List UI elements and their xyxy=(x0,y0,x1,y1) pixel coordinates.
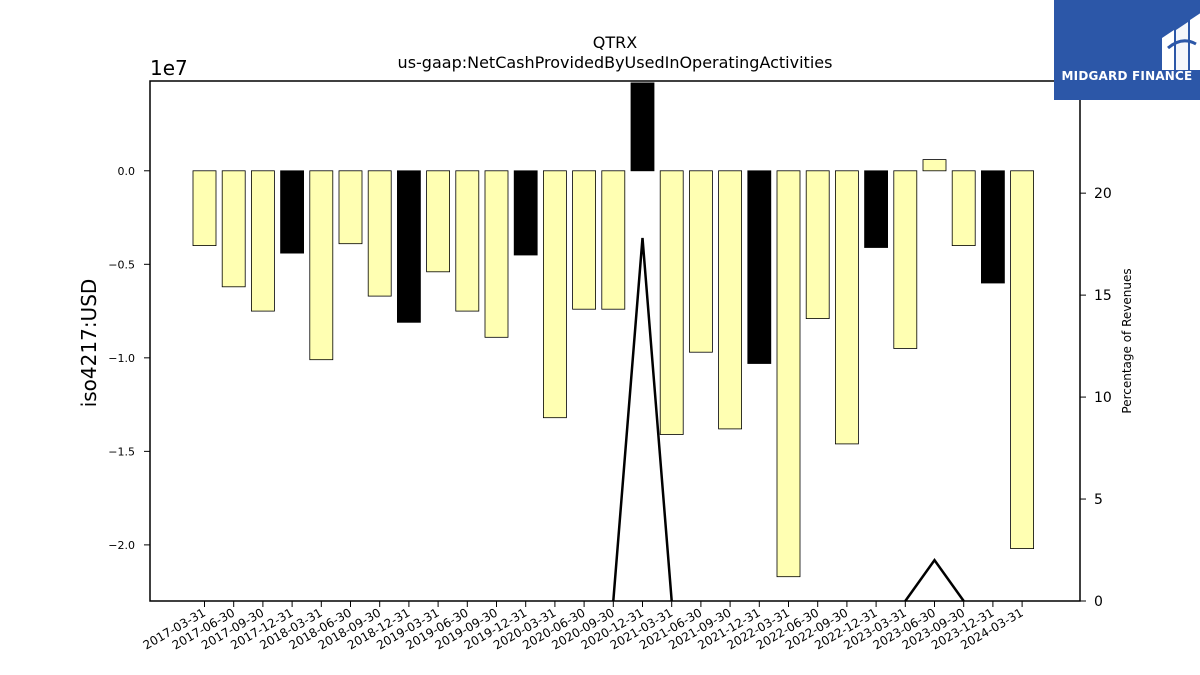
y2-tick-label: 15 xyxy=(1094,288,1112,304)
plot-frame xyxy=(149,80,1081,602)
midgard-finance-logo: MIDGARD FINANCE xyxy=(1054,0,1200,100)
bar-2020-03-31 xyxy=(543,170,567,419)
bar-2020-09-30 xyxy=(601,170,626,310)
bar-2021-06-30 xyxy=(689,170,713,353)
y-tick-label: −1.5 xyxy=(108,445,135,458)
y2-tick-label: 10 xyxy=(1094,390,1112,406)
logo-text: MIDGARD FINANCE xyxy=(1061,69,1193,83)
bar-2019-06-30 xyxy=(455,170,480,312)
y-tick-label: 0.0 xyxy=(118,165,136,178)
y2-tick-label: 20 xyxy=(1094,186,1112,202)
y-axis-label: iso4217:USD xyxy=(77,279,101,408)
y-tick-label: −0.5 xyxy=(108,258,135,271)
bar-2023-03-31 xyxy=(893,170,918,349)
bar-2019-03-31 xyxy=(426,170,451,273)
bar-2018-09-30 xyxy=(367,170,392,297)
bar-2018-06-30 xyxy=(338,170,363,245)
bar-2020-12-31 xyxy=(630,82,655,172)
revenue-pct-line-segment-2 xyxy=(904,558,965,602)
bar-2023-12-31 xyxy=(981,170,1005,284)
revenue-pct-line-segment-1 xyxy=(612,237,673,602)
bar-2017-09-30 xyxy=(250,170,275,312)
bar-2017-12-31 xyxy=(280,170,305,254)
y-tick-label: −2.0 xyxy=(108,539,135,552)
bar-2021-09-30 xyxy=(718,170,742,430)
bar-2022-06-30 xyxy=(805,170,830,320)
y-tick-label: −1.0 xyxy=(108,352,135,365)
bar-2023-06-30 xyxy=(922,159,947,172)
bar-2024-03-31 xyxy=(1010,170,1034,549)
bar-2021-03-31 xyxy=(659,170,684,435)
chart-title: QTRX xyxy=(593,33,637,52)
bar-2018-03-31 xyxy=(309,170,334,361)
bar-2019-09-30 xyxy=(484,170,509,338)
bar-2022-09-30 xyxy=(835,170,859,445)
bar-2019-12-31 xyxy=(513,170,538,256)
y-offset-label: 1e7 xyxy=(150,56,188,80)
y2-tick-label: 0 xyxy=(1094,594,1103,610)
bar-2023-09-30 xyxy=(951,170,976,247)
chart-subtitle: us-gaap:NetCashProvidedByUsedInOperating… xyxy=(398,53,833,72)
bar-2020-06-30 xyxy=(572,170,596,310)
y2-tick-label: 5 xyxy=(1094,492,1103,508)
bar-2017-03-31 xyxy=(192,170,217,247)
bar-2017-06-30 xyxy=(221,170,246,288)
logo-mark-icon xyxy=(1162,13,1200,70)
bar-2022-03-31 xyxy=(776,170,801,578)
bar-2018-12-31 xyxy=(396,170,421,323)
bar-2022-12-31 xyxy=(864,170,888,248)
y2-axis-label: Percentage of Revenues xyxy=(1120,268,1134,413)
bar-2021-12-31 xyxy=(747,170,772,364)
